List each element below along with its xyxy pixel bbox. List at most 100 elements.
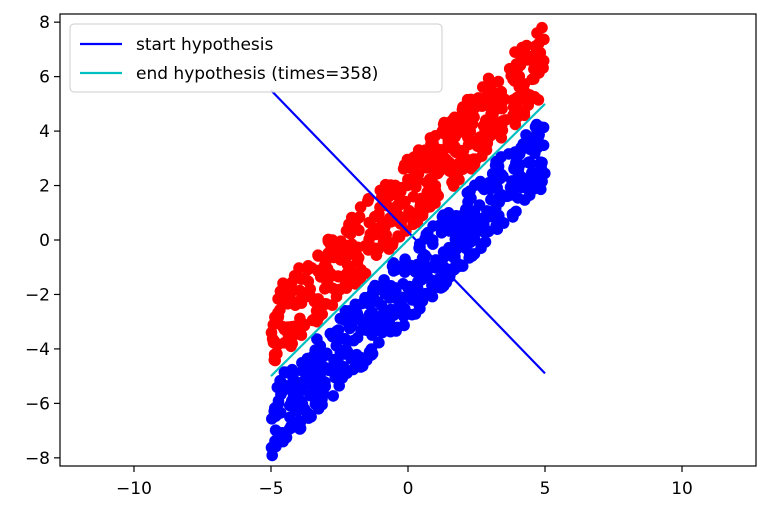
data-point-negative <box>283 399 296 412</box>
data-point-positive <box>269 354 282 367</box>
data-point-positive <box>533 67 545 79</box>
data-point-positive <box>483 115 495 127</box>
data-point-negative <box>427 238 439 250</box>
x-tick-label: 10 <box>671 479 693 499</box>
data-point-positive <box>495 85 508 98</box>
data-point-negative <box>365 349 378 361</box>
data-point-positive <box>299 272 311 285</box>
data-point-positive <box>407 218 419 231</box>
data-point-positive <box>464 154 477 166</box>
data-point-negative <box>509 146 521 158</box>
data-point-positive <box>373 208 385 220</box>
data-point-negative <box>435 282 447 294</box>
data-point-negative <box>445 210 457 223</box>
data-point-negative <box>307 350 320 362</box>
data-point-positive <box>353 212 365 224</box>
data-point-negative <box>324 327 337 340</box>
data-point-positive <box>322 235 335 248</box>
data-point-positive <box>278 323 291 336</box>
data-point-positive <box>409 153 422 165</box>
data-point-negative <box>489 206 501 218</box>
data-point-positive <box>442 131 454 143</box>
data-point-negative <box>454 224 467 237</box>
data-point-positive <box>477 81 489 93</box>
data-point-positive <box>354 201 367 213</box>
data-point-negative <box>328 353 340 366</box>
data-point-positive <box>468 102 481 114</box>
data-point-positive <box>522 99 534 111</box>
data-point-negative <box>426 279 438 292</box>
data-point-negative <box>311 333 323 345</box>
data-point-negative <box>271 381 284 394</box>
data-point-positive <box>321 279 333 292</box>
data-point-negative <box>531 142 543 154</box>
data-point-negative <box>485 193 497 206</box>
data-point-negative <box>338 314 351 326</box>
data-point-positive <box>446 114 459 127</box>
data-point-positive <box>432 190 445 202</box>
data-point-negative <box>528 182 541 195</box>
data-point-negative <box>347 363 359 376</box>
data-point-positive <box>285 340 297 353</box>
data-point-positive <box>426 134 439 147</box>
data-point-negative <box>379 288 391 300</box>
y-tick-label: 4 <box>39 122 50 142</box>
x-tick-label: −10 <box>116 479 152 499</box>
y-tick-label: −4 <box>25 340 50 360</box>
data-point-positive <box>470 137 483 149</box>
data-point-positive <box>510 110 523 122</box>
data-point-positive <box>315 306 328 319</box>
data-point-positive <box>267 318 280 331</box>
data-point-negative <box>508 161 521 173</box>
data-point-negative <box>402 291 415 303</box>
data-point-positive <box>272 310 285 323</box>
data-point-negative <box>482 225 495 238</box>
data-point-positive <box>447 177 460 189</box>
data-point-positive <box>346 238 358 250</box>
data-point-positive <box>437 118 450 131</box>
data-point-positive <box>482 72 495 85</box>
data-point-positive <box>510 70 522 83</box>
data-point-negative <box>445 244 457 256</box>
legend-box <box>69 23 443 93</box>
data-point-positive <box>463 116 476 128</box>
y-tick-label: 2 <box>39 177 50 197</box>
x-axis: −10 −5 0 5 10 <box>116 466 693 499</box>
data-point-negative <box>443 271 456 283</box>
data-point-negative <box>438 261 450 273</box>
data-point-negative <box>472 221 484 234</box>
data-point-positive <box>412 144 425 156</box>
data-point-positive <box>491 103 503 115</box>
data-point-negative <box>491 163 504 175</box>
hypothesis-line-0 <box>270 89 546 375</box>
data-point-positive <box>340 250 352 262</box>
data-point-negative <box>383 308 396 321</box>
data-point-positive <box>363 233 375 246</box>
y-tick-label: 6 <box>39 68 50 88</box>
data-point-negative <box>287 366 299 379</box>
data-point-negative <box>475 242 487 254</box>
y-axis: −8 −6 −4 −2 0 2 4 6 8 <box>25 13 60 469</box>
data-point-negative <box>347 334 360 347</box>
data-point-negative <box>284 411 296 424</box>
data-point-negative <box>525 157 537 170</box>
data-point-negative <box>356 316 369 328</box>
data-point-positive <box>327 251 340 264</box>
data-point-positive <box>427 160 439 172</box>
data-point-positive <box>388 184 401 197</box>
data-point-negative <box>265 441 278 454</box>
data-point-negative <box>317 360 329 372</box>
data-point-positive <box>386 239 399 251</box>
data-point-positive <box>480 144 493 156</box>
data-point-positive <box>459 99 472 112</box>
legend: start hypothesis end hypothesis (times=3… <box>69 23 443 93</box>
data-point-negative <box>466 250 479 262</box>
data-point-positive <box>377 236 390 249</box>
data-point-negative <box>493 190 506 202</box>
data-point-positive <box>407 190 420 203</box>
data-point-positive <box>377 183 389 196</box>
data-point-positive <box>509 95 522 107</box>
x-tick-label: 0 <box>403 479 414 499</box>
data-point-negative <box>276 427 289 439</box>
data-point-positive <box>518 84 530 97</box>
